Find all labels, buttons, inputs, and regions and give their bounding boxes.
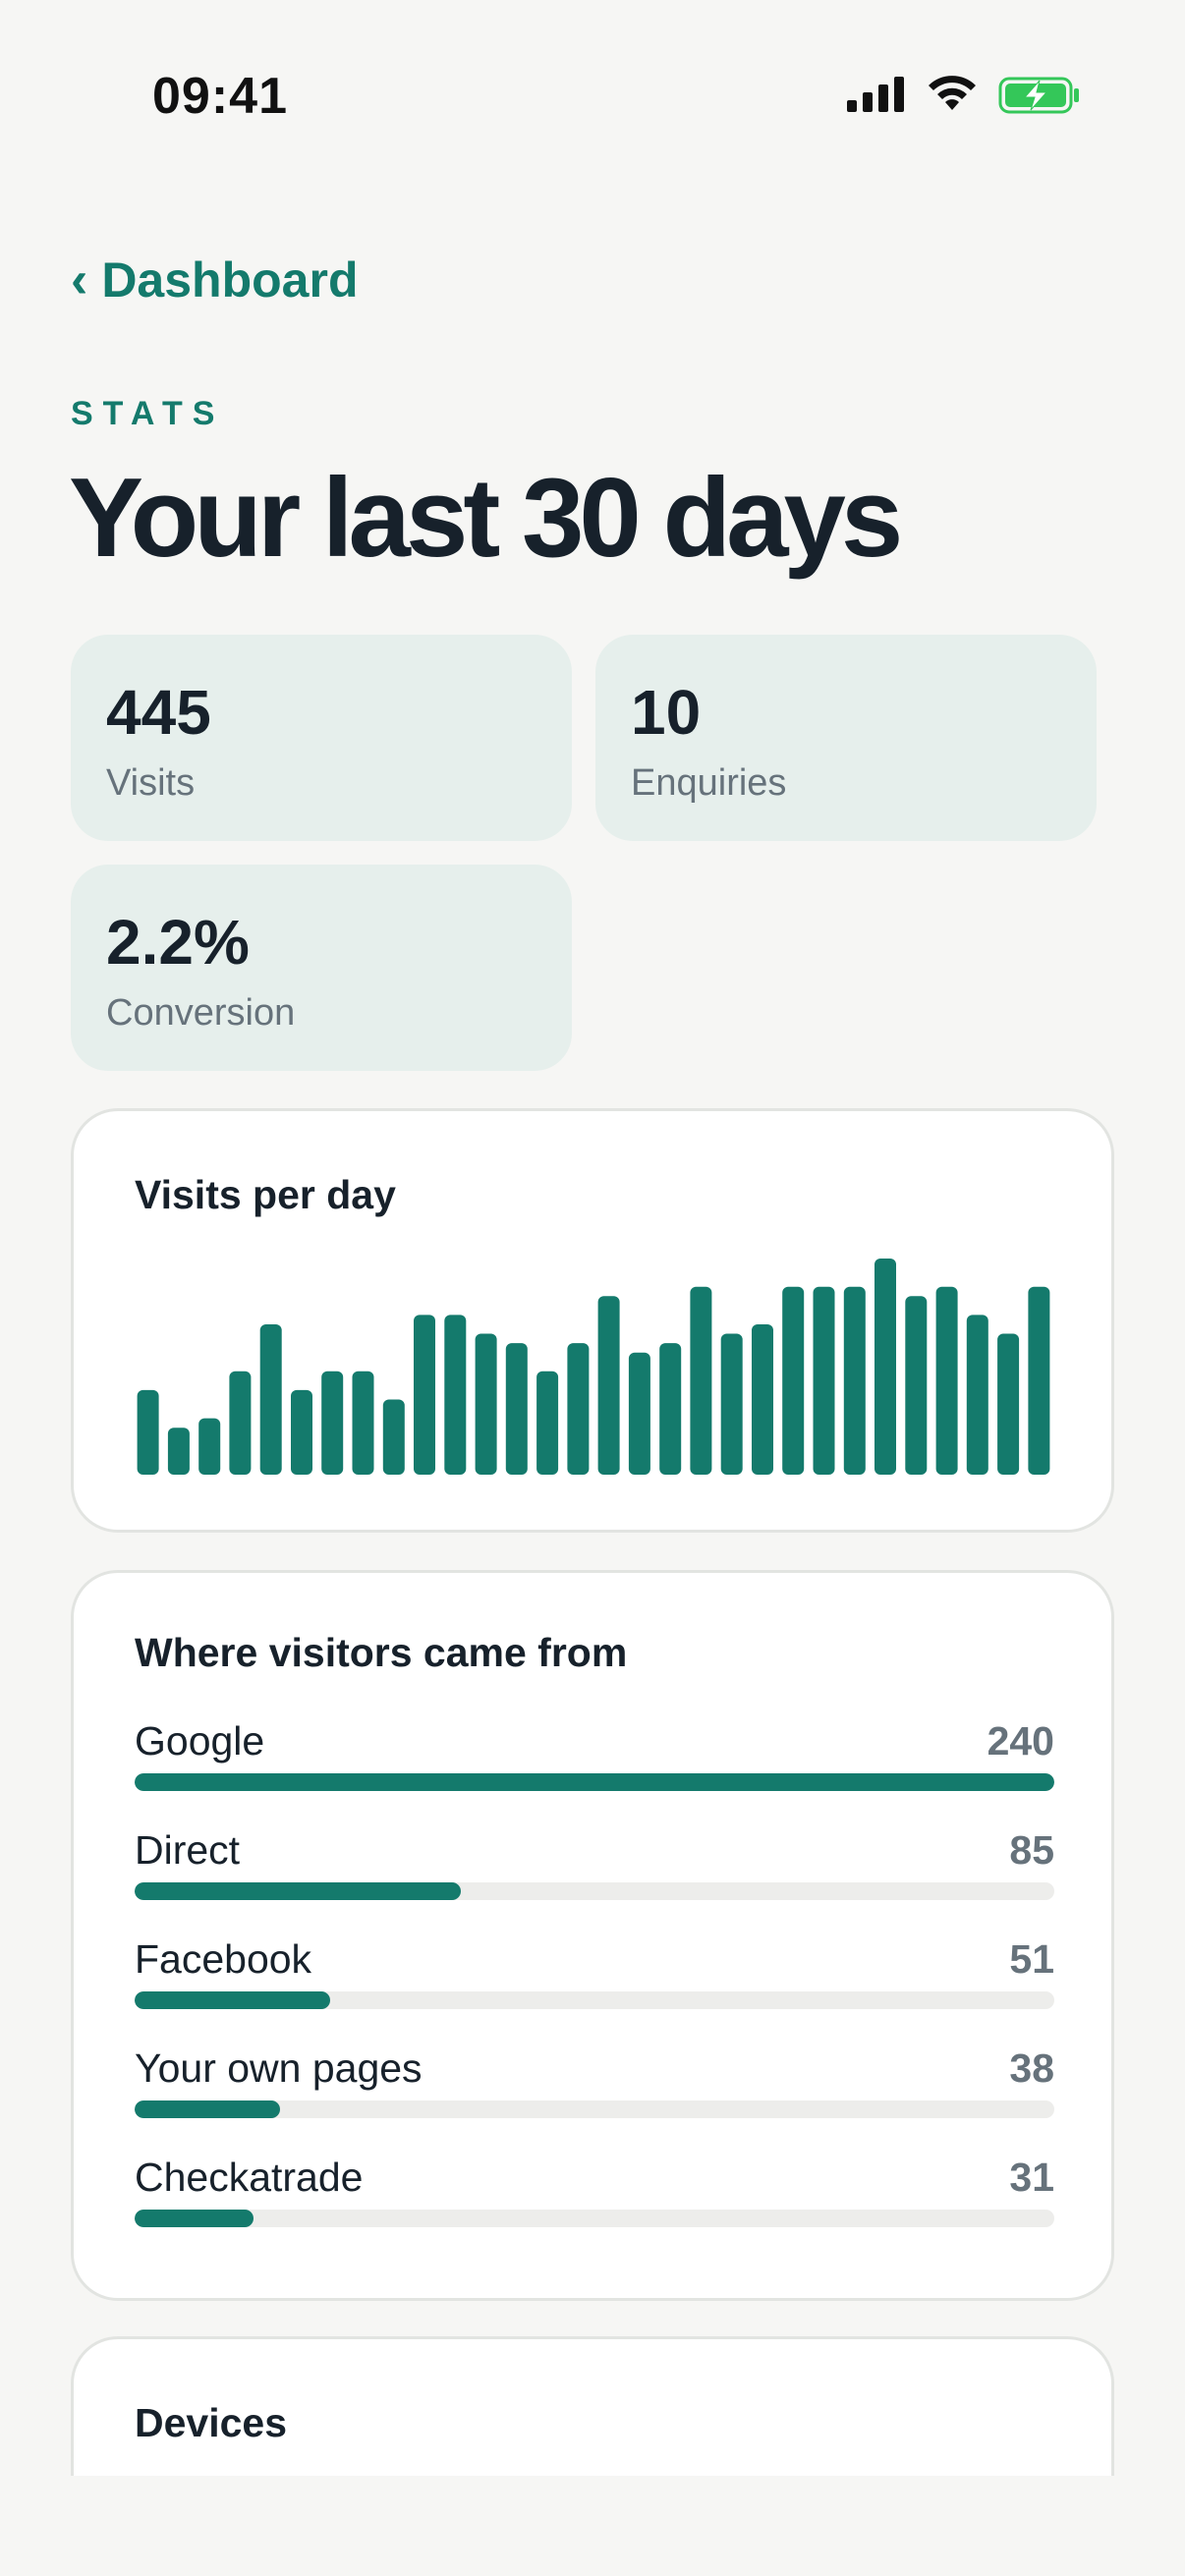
signal-icon [847,77,904,112]
source-bar-fill [135,1991,330,2009]
visits-bar [414,1315,435,1475]
visits-bar [137,1389,159,1475]
source-bar-track [135,1882,1054,1900]
traffic-sources-card: Where visitors came from Google 240 Direct… [71,1570,1114,2301]
back-link-label: Dashboard [101,252,359,308]
stat-label: Enquiries [631,762,787,804]
visits-bar [813,1286,835,1475]
source-bar-fill [135,2100,281,2118]
source-name: Checkatrade [135,2155,364,2200]
source-row: Checkatrade 31 [135,2155,1054,2253]
source-bar-fill [135,2210,254,2227]
visits-bar [597,1296,620,1475]
source-bar-fill [135,1773,1054,1791]
visits-bar [505,1343,528,1475]
visits-bar [1028,1286,1050,1475]
visits-bar [382,1399,405,1475]
visits-bar [291,1389,312,1475]
visits-bar [843,1286,866,1475]
stat-label: Conversion [106,992,296,1034]
source-count: 240 [987,1718,1054,1764]
visits-bar [875,1259,896,1475]
source-bar-track [135,1991,1054,2009]
source-bar-fill [135,1882,461,1900]
source-row: Direct 85 [135,1827,1054,1926]
visits-bar [966,1315,988,1475]
page-title: Your last 30 days [69,456,903,581]
page-bottom-edge [0,2476,1185,2576]
stat-tile-conversion: 2.2% Conversion [71,865,572,1071]
visits-bar [935,1286,958,1475]
stat-label: Visits [106,762,196,804]
stat-value: 445 [106,677,211,748]
status-bar: 09:41 [0,0,1185,196]
source-row: Facebook 51 [135,1936,1054,2035]
visits-bar [628,1352,650,1475]
visits-bar [690,1286,712,1475]
source-bar-track [135,1773,1054,1791]
source-name: Direct [135,1827,241,1873]
visits-bar [321,1371,344,1475]
chevron-left-icon: ‹ [71,252,88,308]
battery-charging-icon [998,77,1079,114]
visits-bar [229,1371,252,1475]
visits-bar [720,1333,743,1475]
card-title: Devices [135,2400,288,2445]
visits-bar [659,1343,682,1475]
card-title: Visits per day [135,1172,396,1217]
stat-value: 10 [631,677,702,748]
visits-bar [567,1343,590,1475]
stat-value: 2.2% [106,907,250,978]
visits-bar [259,1324,282,1475]
visits-bar [352,1371,374,1475]
visits-bar [536,1371,559,1475]
section-eyebrow: STATS [71,395,225,432]
visits-bar [905,1296,928,1475]
stat-tile-visits: 445 Visits [71,635,572,841]
source-name: Google [135,1718,265,1764]
visits-bar-chart [137,1259,1050,1475]
source-row: Your own pages 38 [135,2045,1054,2144]
wifi-icon [929,76,976,110]
visits-bar [198,1418,221,1475]
visits-per-day-card: Visits per day [71,1108,1114,1533]
back-to-dashboard-link[interactable]: ‹ Dashboard [71,252,359,308]
source-name: Your own pages [135,2045,423,2091]
status-time: 09:41 [152,68,288,125]
visits-bar [167,1428,190,1475]
visits-bar [752,1324,773,1475]
visits-bar [997,1333,1020,1475]
source-bar-track [135,2100,1054,2118]
card-title: Where visitors came from [135,1630,628,1675]
source-row: Google 240 [135,1718,1054,1817]
source-count: 51 [1009,1936,1054,1982]
visits-bar [444,1315,467,1475]
source-bar-track [135,2210,1054,2227]
visits-bar [475,1333,497,1475]
stat-tile-enquiries: 10 Enquiries [595,635,1097,841]
source-count: 85 [1009,1827,1054,1873]
source-name: Facebook [135,1936,312,1982]
visits-bar [782,1286,805,1475]
source-count: 31 [1009,2155,1054,2200]
source-count: 38 [1009,2045,1054,2091]
